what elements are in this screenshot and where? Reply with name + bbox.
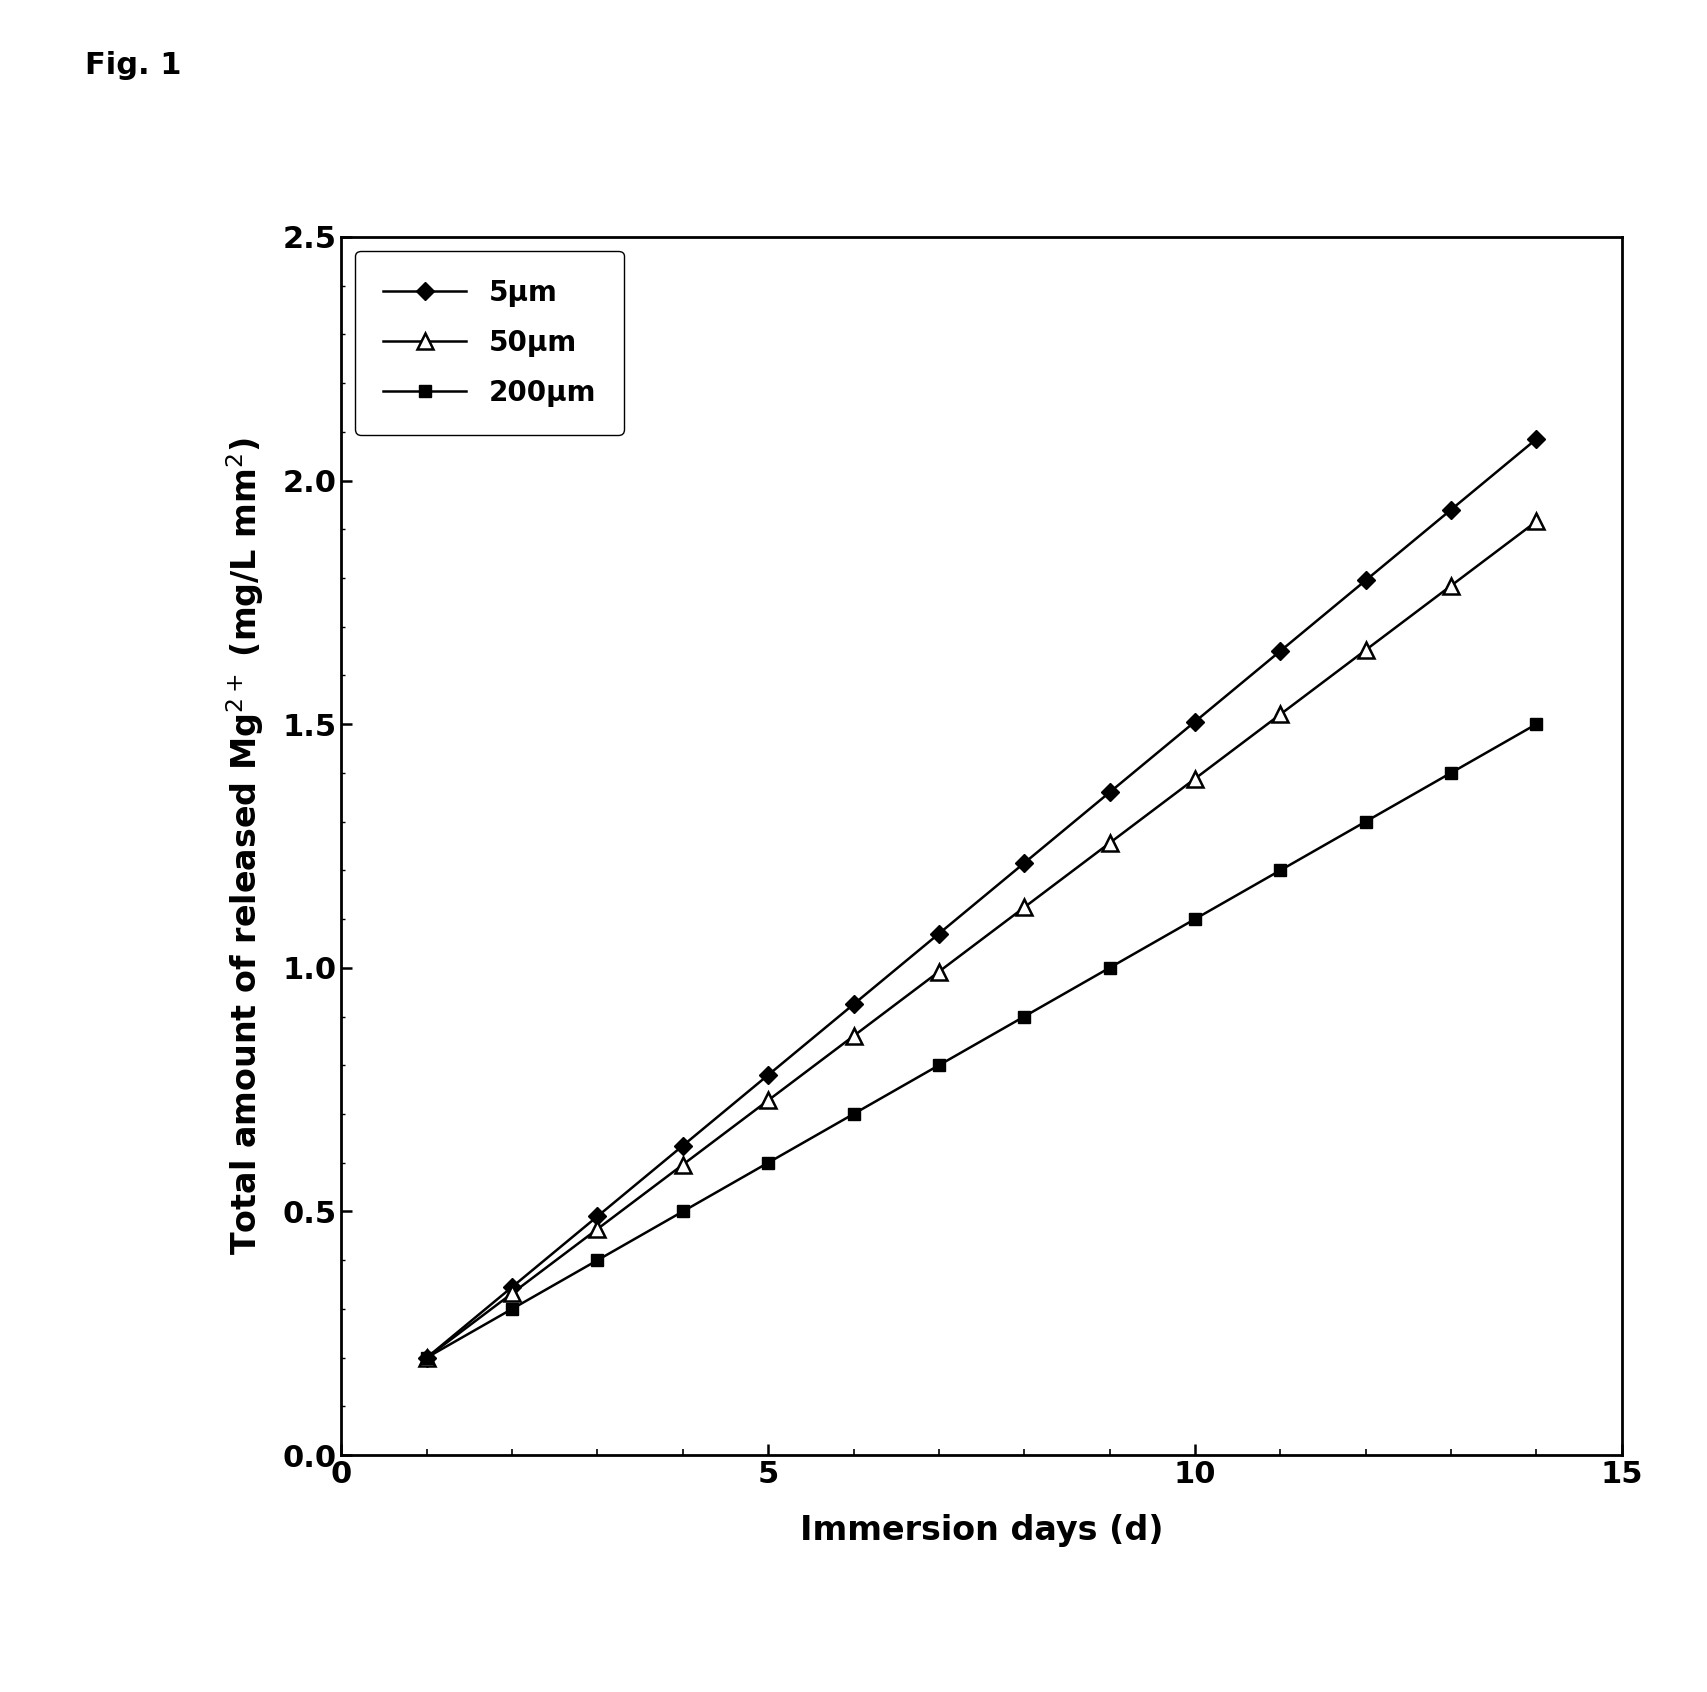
200μm [843, 1103, 864, 1123]
5μm [502, 1277, 522, 1298]
50μm [1014, 897, 1034, 917]
200μm [1185, 909, 1205, 929]
200μm [1270, 860, 1290, 880]
X-axis label: Immersion days (d): Immersion days (d) [801, 1514, 1162, 1546]
5μm [1355, 570, 1376, 591]
200μm [1014, 1007, 1034, 1027]
5μm [929, 924, 949, 944]
Line: 50μm: 50μm [420, 514, 1543, 1365]
50μm [758, 1090, 778, 1110]
50μm [1355, 640, 1376, 660]
50μm [417, 1347, 437, 1367]
50μm [1526, 511, 1547, 531]
200μm [587, 1250, 608, 1271]
5μm [843, 995, 864, 1015]
200μm [417, 1347, 437, 1367]
50μm [929, 961, 949, 981]
200μm [1355, 812, 1376, 832]
Legend: 5μm, 50μm, 200μm: 5μm, 50μm, 200μm [355, 250, 623, 435]
50μm [673, 1154, 693, 1174]
200μm [758, 1152, 778, 1173]
Text: Fig. 1: Fig. 1 [85, 51, 183, 80]
5μm [1441, 499, 1461, 519]
5μm [417, 1347, 437, 1367]
200μm [1099, 958, 1120, 978]
Y-axis label: Total amount of released Mg$^{2+}$ (mg/L mm$^{2}$): Total amount of released Mg$^{2+}$ (mg/L… [224, 437, 266, 1255]
5μm [1270, 641, 1290, 662]
50μm [502, 1283, 522, 1303]
200μm [929, 1056, 949, 1076]
50μm [1185, 768, 1205, 788]
5μm [1185, 712, 1205, 733]
50μm [587, 1218, 608, 1239]
50μm [843, 1025, 864, 1046]
5μm [673, 1135, 693, 1156]
5μm [587, 1206, 608, 1227]
5μm [1099, 782, 1120, 802]
50μm [1441, 575, 1461, 596]
5μm [1014, 853, 1034, 873]
Line: 200μm: 200μm [420, 717, 1543, 1364]
200μm [502, 1299, 522, 1320]
50μm [1099, 832, 1120, 853]
Line: 5μm: 5μm [420, 433, 1543, 1364]
200μm [1526, 714, 1547, 734]
5μm [758, 1064, 778, 1085]
200μm [1441, 763, 1461, 783]
50μm [1270, 704, 1290, 724]
5μm [1526, 430, 1547, 450]
200μm [673, 1201, 693, 1222]
